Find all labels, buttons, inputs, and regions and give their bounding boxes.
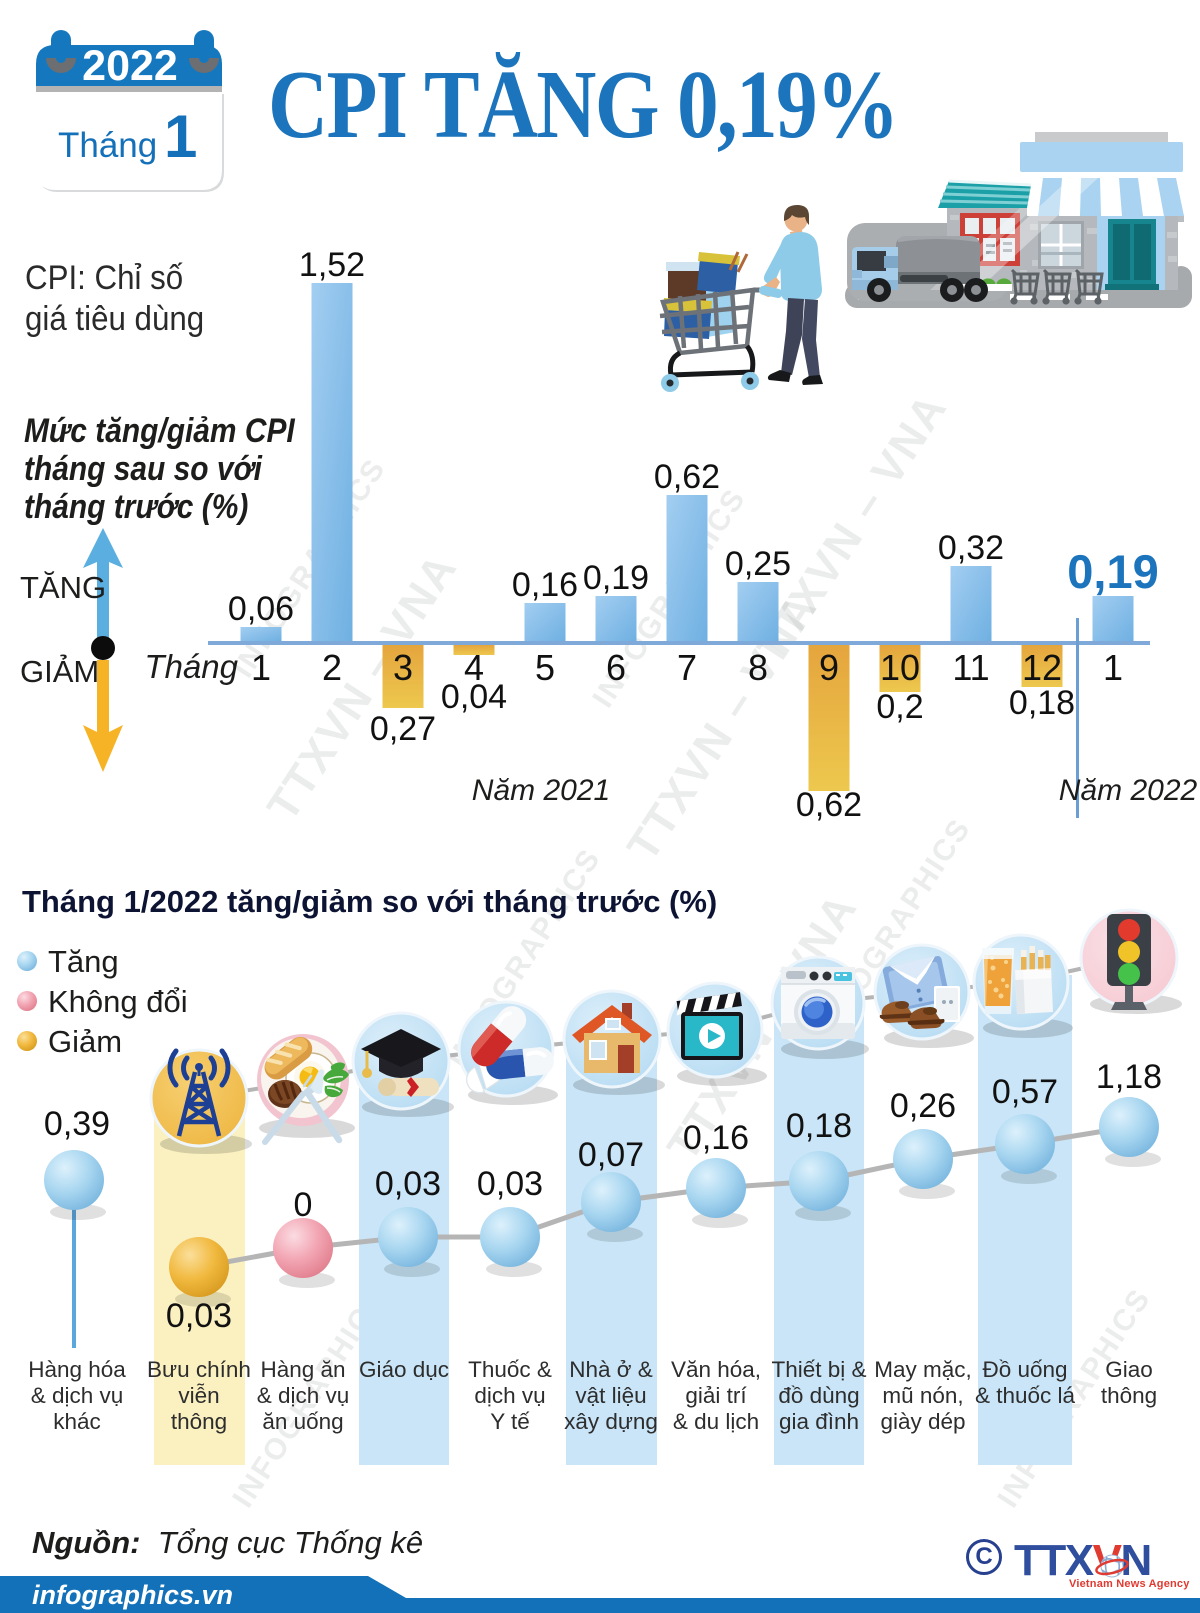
svg-text:Thiết bị &: Thiết bị & (771, 1357, 866, 1382)
svg-text:0: 0 (294, 1186, 313, 1224)
svg-text:giày dép: giày dép (880, 1409, 965, 1434)
svg-text:1: 1 (251, 647, 271, 688)
svg-text:0,07: 0,07 (578, 1136, 644, 1174)
svg-text:Năm 2021: Năm 2021 (472, 774, 610, 807)
svg-text:8: 8 (748, 647, 768, 688)
svg-text:mũ nón,: mũ nón, (882, 1383, 963, 1408)
svg-text:0,03: 0,03 (375, 1165, 441, 1203)
svg-text:Hàng hóa: Hàng hóa (28, 1357, 126, 1382)
svg-text:0,19: 0,19 (583, 559, 649, 597)
svg-text:Bưu chính: Bưu chính (147, 1357, 251, 1382)
svg-text:Giảm: Giảm (48, 1024, 122, 1059)
svg-text:11: 11 (952, 647, 989, 688)
svg-text:0,26: 0,26 (890, 1087, 956, 1125)
svg-text:0,16: 0,16 (683, 1119, 749, 1157)
svg-text:& thuốc lá: & thuốc lá (975, 1383, 1076, 1408)
svg-text:0,19: 0,19 (1067, 545, 1158, 598)
svg-text:infographics.vn: infographics.vn (32, 1580, 233, 1610)
svg-text:Đồ uống: Đồ uống (982, 1357, 1067, 1382)
svg-text:khác: khác (53, 1409, 101, 1434)
svg-text:Y tế: Y tế (490, 1409, 530, 1434)
svg-text:3: 3 (393, 647, 413, 688)
svg-text:& dịch vụ: & dịch vụ (257, 1383, 350, 1408)
svg-text:Tháng: Tháng (58, 126, 157, 165)
svg-text:0,57: 0,57 (992, 1073, 1058, 1111)
svg-text:1,18: 1,18 (1096, 1058, 1162, 1096)
svg-text:dịch vụ: dịch vụ (474, 1383, 545, 1408)
svg-text:đồ dùng: đồ dùng (778, 1383, 859, 1408)
svg-text:Nhà ở &: Nhà ở & (569, 1357, 653, 1382)
svg-text:0,32: 0,32 (938, 529, 1004, 567)
svg-text:Không đổi: Không đổi (48, 984, 188, 1019)
svg-text:ăn uống: ăn uống (262, 1409, 343, 1434)
svg-text:Hàng ăn: Hàng ăn (260, 1357, 345, 1382)
svg-text:0,25: 0,25 (725, 545, 791, 583)
svg-text:giải trí: giải trí (685, 1383, 747, 1408)
svg-text:2022: 2022 (82, 42, 178, 90)
svg-text:0,62: 0,62 (654, 458, 720, 496)
svg-text:& du lịch: & du lịch (673, 1409, 759, 1434)
svg-text:0,18: 0,18 (786, 1107, 852, 1145)
svg-text:thông: thông (171, 1409, 227, 1434)
svg-text:Thuốc &: Thuốc & (468, 1357, 552, 1382)
svg-text:6: 6 (606, 647, 626, 688)
svg-text:0,03: 0,03 (166, 1297, 232, 1335)
svg-text:2: 2 (322, 647, 342, 688)
svg-text:7: 7 (677, 647, 697, 688)
svg-text:Tháng: Tháng (144, 648, 238, 685)
svg-text:vật liệu: vật liệu (575, 1383, 646, 1408)
svg-text:0,39: 0,39 (44, 1105, 110, 1143)
svg-text:0,62: 0,62 (796, 786, 862, 824)
svg-text:10: 10 (880, 647, 920, 688)
svg-text:9: 9 (819, 647, 839, 688)
svg-text:0,03: 0,03 (477, 1165, 543, 1203)
svg-text:0,06: 0,06 (228, 590, 294, 628)
svg-text:0,16: 0,16 (512, 566, 578, 604)
svg-text:1: 1 (1103, 647, 1123, 688)
svg-text:4: 4 (464, 647, 484, 688)
svg-text:0,2: 0,2 (876, 688, 923, 726)
svg-text:Giáo dục: Giáo dục (359, 1357, 449, 1382)
svg-text:thông: thông (1101, 1383, 1157, 1408)
svg-text:Giao: Giao (1105, 1357, 1153, 1382)
svg-text:May mặc,: May mặc, (874, 1357, 972, 1382)
svg-text:Văn hóa,: Văn hóa, (671, 1357, 761, 1382)
svg-text:0,18: 0,18 (1009, 684, 1075, 722)
svg-text:GIẢM: GIẢM (20, 654, 99, 689)
svg-text:Tăng: Tăng (48, 944, 119, 979)
svg-text:1,52: 1,52 (299, 246, 365, 284)
svg-text:12: 12 (1022, 647, 1062, 688)
svg-text:Năm 2022: Năm 2022 (1059, 774, 1198, 807)
svg-text:TĂNG: TĂNG (20, 570, 106, 605)
svg-text:0,27: 0,27 (370, 710, 436, 748)
svg-text:viễn: viễn (178, 1383, 219, 1408)
svg-text:5: 5 (535, 647, 555, 688)
svg-text:& dịch vụ: & dịch vụ (31, 1383, 124, 1408)
svg-text:1: 1 (164, 103, 197, 170)
svg-text:0,04: 0,04 (441, 678, 507, 716)
svg-text:gia đình: gia đình (779, 1409, 859, 1434)
svg-text:xây dựng: xây dựng (564, 1409, 658, 1434)
